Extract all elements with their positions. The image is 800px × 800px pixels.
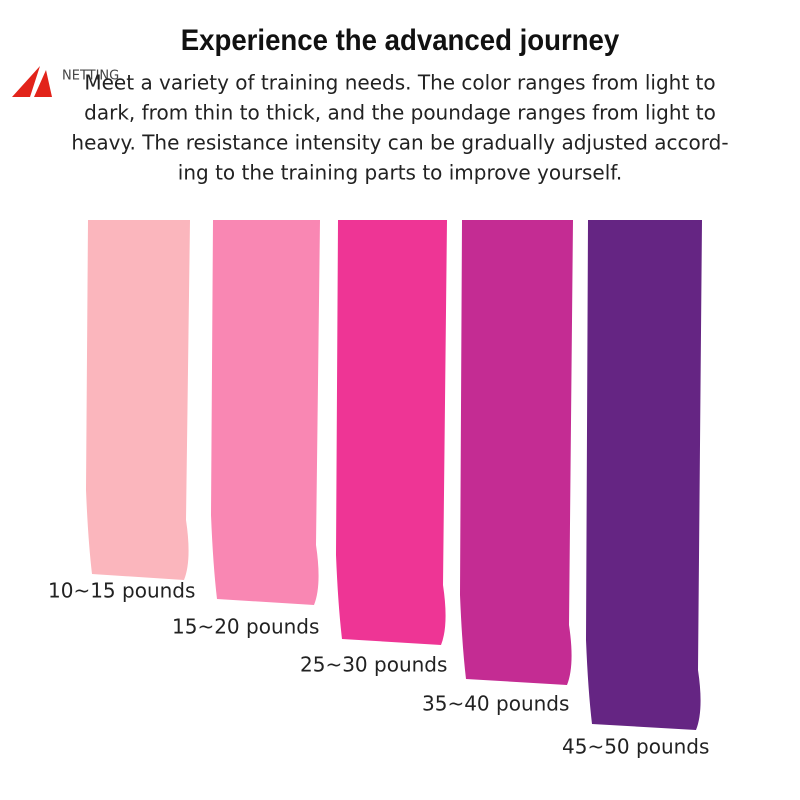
title: Experience the advanced journey (181, 24, 620, 57)
description-line: dark, from thin to thick, and the pounda… (84, 101, 716, 125)
band-label: 45~50 pounds (562, 735, 709, 759)
band (336, 220, 447, 645)
logo-mark (12, 66, 52, 97)
band (86, 220, 190, 580)
band (586, 220, 702, 730)
band-label: 35~40 pounds (422, 692, 569, 716)
band-label: 25~30 pounds (300, 653, 447, 677)
logo-text: NETTING (62, 69, 119, 84)
band-label: 10~15 pounds (48, 579, 195, 603)
band-label: 15~20 pounds (172, 615, 319, 639)
description-line: ing to the training parts to improve you… (178, 161, 622, 185)
description-line: heavy. The resistance intensity can be g… (71, 131, 728, 155)
bands: 10~15 pounds 15~20 pounds 25~30 pounds 35~4… (48, 220, 709, 759)
band (211, 220, 320, 605)
description-line: Meet a variety of training needs. The co… (84, 71, 715, 95)
band (460, 220, 573, 685)
